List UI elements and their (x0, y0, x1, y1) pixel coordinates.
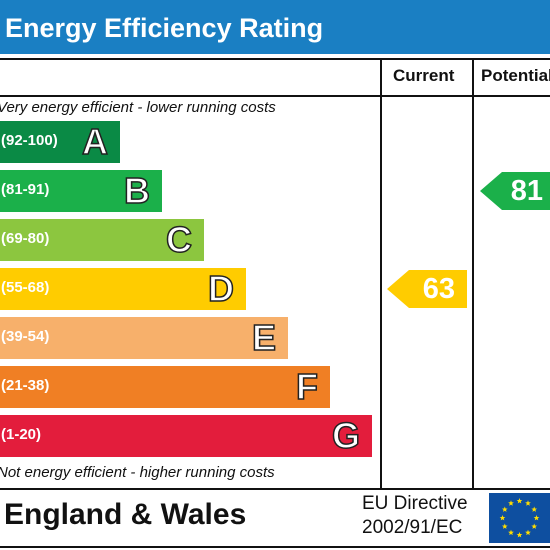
band-f: (21-38) F (0, 366, 330, 408)
band-letter: G (331, 415, 361, 457)
title-bar: Energy Efficiency Rating (0, 0, 550, 57)
band-d: (55-68) D (0, 268, 246, 310)
band-range-label: (92-100) (1, 132, 58, 149)
eu-star-icon (499, 515, 506, 521)
band-range-label: (81-91) (1, 181, 50, 198)
eu-star-icon (508, 529, 514, 536)
current-rating-arrow-value: 63 (422, 273, 455, 305)
band-b: (81-91) B (0, 170, 162, 212)
header-divider (0, 95, 550, 97)
band-letter: E (251, 317, 277, 359)
eu-star-icon (501, 506, 508, 512)
eu-star-icon (533, 515, 540, 521)
footer-country: England & Wales (4, 498, 247, 531)
footer-divider (0, 488, 550, 490)
band-range-label: (69-80) (1, 230, 50, 247)
band-letter: A (81, 121, 109, 163)
eu-star-icon (516, 498, 523, 504)
current-column-header: Current (393, 66, 455, 85)
eu-star-icon (508, 500, 514, 506)
band-letter: F (295, 366, 319, 408)
eu-star-icon (525, 529, 531, 536)
top-note: Very energy efficient - lower running co… (0, 99, 276, 116)
band-e: (39-54) E (0, 317, 288, 359)
directive-line2: 2002/91/EC (362, 517, 463, 538)
bottom-note: Not energy efficient - higher running co… (0, 464, 275, 481)
eu-star-icon (501, 523, 508, 529)
eu-star-icon (531, 523, 538, 529)
potential-column-header: Potential (481, 66, 550, 85)
band-letter: B (123, 170, 151, 212)
potential-column-divider (472, 58, 474, 490)
band-a: (92-100) A (0, 121, 120, 163)
directive-line1: EU Directive (362, 493, 468, 514)
band-letter: D (207, 268, 235, 310)
eu-star-icon (531, 506, 538, 512)
band-range-label: (39-54) (1, 328, 50, 345)
eu-star-icon (525, 500, 531, 506)
band-range-label: (55-68) (1, 279, 50, 296)
chart-title: Energy Efficiency Rating (5, 13, 324, 43)
band-g: (1-20) G (0, 415, 372, 457)
potential-rating-arrow-value: 81 (510, 175, 543, 207)
band-range-label: (1-20) (1, 426, 42, 443)
chart-frame (0, 58, 550, 548)
band-c: (69-80) C (0, 219, 204, 261)
eu-flag-icon (489, 493, 550, 543)
band-range-label: (21-38) (1, 377, 50, 394)
band-letter: C (165, 219, 193, 261)
eu-star-icon (516, 532, 523, 538)
current-column-divider (380, 58, 382, 490)
